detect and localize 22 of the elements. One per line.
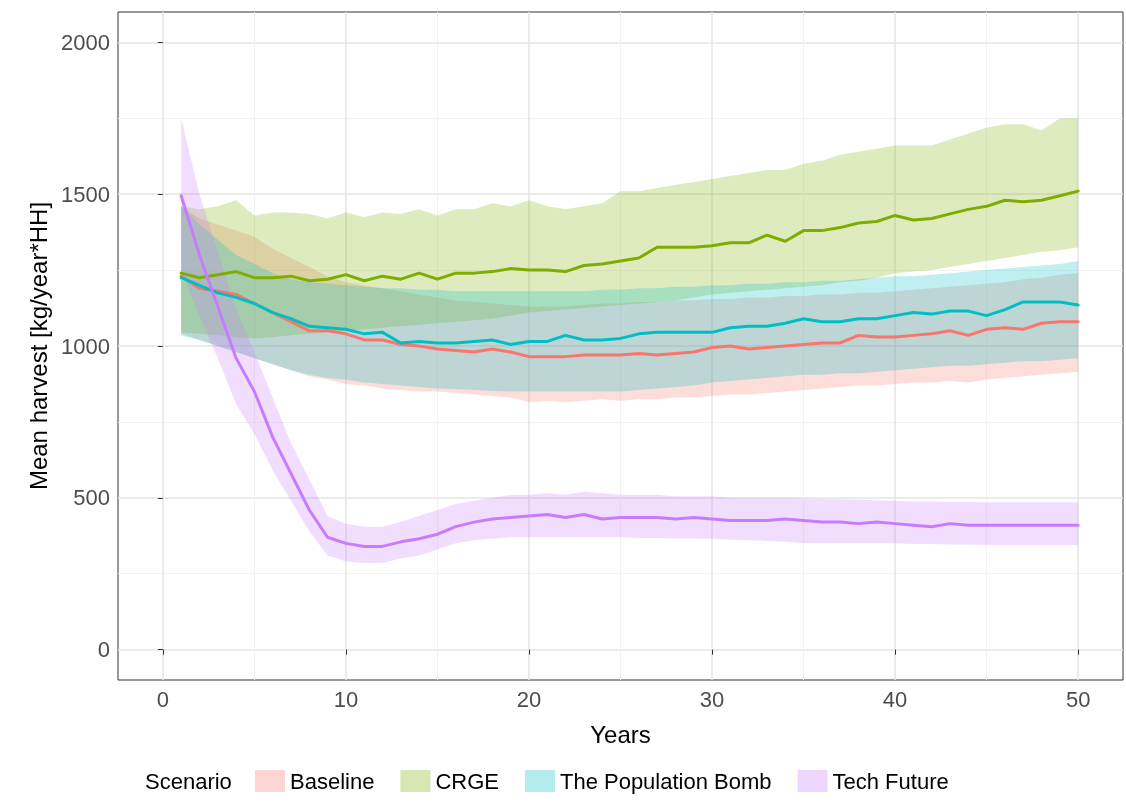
legend-title: Scenario <box>145 768 232 794</box>
legend-label: The Population Bomb <box>559 768 772 794</box>
legend-label: Tech Future <box>832 768 949 794</box>
legend-label: Baseline <box>290 768 375 794</box>
y-tick-label: 2000 <box>61 29 110 55</box>
line-series <box>179 189 1080 283</box>
y-tick-label: 500 <box>73 485 110 511</box>
line-series <box>179 274 1080 359</box>
x-tick-label: 30 <box>699 686 725 712</box>
x-tick-label: 0 <box>156 686 169 712</box>
x-tick-label: 40 <box>882 686 908 712</box>
x-tick-label: 10 <box>333 686 359 712</box>
x-tick-label: 20 <box>516 686 542 712</box>
legend-label: CRGE <box>435 768 499 794</box>
line-series <box>179 194 1080 548</box>
x-axis-title: Years <box>590 720 651 748</box>
line-series <box>179 276 1080 346</box>
y-tick-label: 1500 <box>61 181 110 207</box>
y-tick-label: 0 <box>97 637 110 663</box>
x-tick-label: 50 <box>1065 686 1091 712</box>
y-tick-label: 1000 <box>61 333 110 359</box>
y-axis-title: Mean harvest [kg/year*HH] <box>24 201 52 491</box>
